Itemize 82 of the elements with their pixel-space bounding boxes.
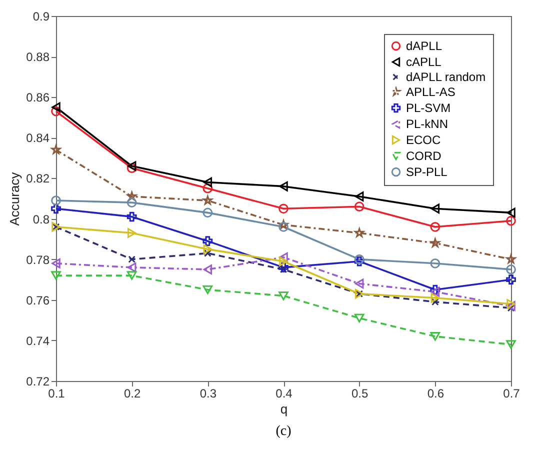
x-tick-label: 0.4 (276, 386, 293, 400)
point (126, 198, 137, 208)
legend-label: APLL-AS (406, 85, 456, 99)
point (203, 264, 212, 274)
point (127, 192, 137, 201)
point (127, 262, 136, 272)
y-tick-label: 0.82 (26, 172, 50, 186)
x-tick-label: 0.5 (351, 386, 368, 400)
x-tick-label: 0.3 (200, 386, 217, 400)
point (354, 278, 364, 289)
point (52, 258, 60, 268)
y-tick-label: 0.74 (26, 334, 50, 348)
point (506, 340, 516, 349)
point (51, 106, 61, 116)
point (51, 144, 61, 154)
point (430, 222, 440, 232)
point (279, 252, 288, 262)
x-tick-label: 0.7 (503, 386, 520, 400)
x-axis-title: q (280, 402, 288, 416)
point (126, 212, 137, 222)
point (52, 102, 60, 112)
point (354, 202, 364, 212)
point (354, 192, 364, 202)
point (202, 208, 213, 218)
y-tick-label: 0.86 (26, 90, 50, 105)
legend-label: SP-PLL (406, 165, 448, 179)
point (202, 236, 213, 246)
point (354, 228, 364, 238)
text: (c) (276, 424, 292, 439)
point (278, 204, 288, 214)
legend-label: cAPLL (406, 55, 442, 69)
x-tick-label: 0.2 (124, 386, 141, 400)
x-tick-label: 0.1 (48, 386, 66, 400)
y-tick-label: 0.84 (26, 131, 50, 146)
point (354, 314, 364, 323)
point (506, 264, 516, 274)
y-tick-label: 0.9 (32, 10, 50, 24)
legend-label: dAPLL (406, 39, 442, 53)
point (278, 222, 288, 232)
y-axis-title: Accuracy (7, 172, 22, 226)
point (506, 274, 516, 285)
y-tick-label: 0.88 (26, 50, 50, 64)
point (430, 258, 440, 268)
point (278, 291, 288, 300)
point (128, 256, 136, 264)
point (431, 298, 439, 306)
point (430, 292, 440, 303)
point (506, 208, 516, 218)
point (203, 177, 212, 188)
point (430, 238, 440, 248)
legend-label: PL-kNN (406, 117, 448, 131)
point (280, 266, 288, 274)
legend-label: dAPLL random (406, 70, 486, 84)
point (506, 299, 516, 309)
y-tick-label: 0.76 (26, 293, 50, 308)
point (127, 228, 136, 238)
point (51, 196, 61, 206)
legend-label: PL-SVM (406, 101, 451, 115)
point (202, 285, 213, 294)
point (51, 204, 61, 214)
point (506, 216, 516, 226)
point (506, 254, 516, 264)
y-tick-label: 0.78 (26, 252, 50, 267)
legend-label: ECOC (406, 133, 442, 147)
y-tick-label: 0.72 (26, 374, 50, 388)
y-tick-label: 0.8 (32, 212, 50, 226)
point (430, 204, 440, 214)
x-tick-label: 0.6 (427, 386, 444, 400)
point (202, 196, 212, 205)
point (506, 301, 516, 311)
point (507, 304, 515, 312)
point (279, 256, 288, 266)
legend-label: CORD (406, 149, 442, 163)
point (126, 271, 137, 280)
point (203, 244, 212, 254)
point (278, 220, 288, 229)
point (51, 271, 61, 280)
point (202, 183, 213, 194)
point (279, 181, 288, 192)
point (430, 332, 440, 341)
point (126, 163, 137, 174)
point (278, 262, 288, 272)
